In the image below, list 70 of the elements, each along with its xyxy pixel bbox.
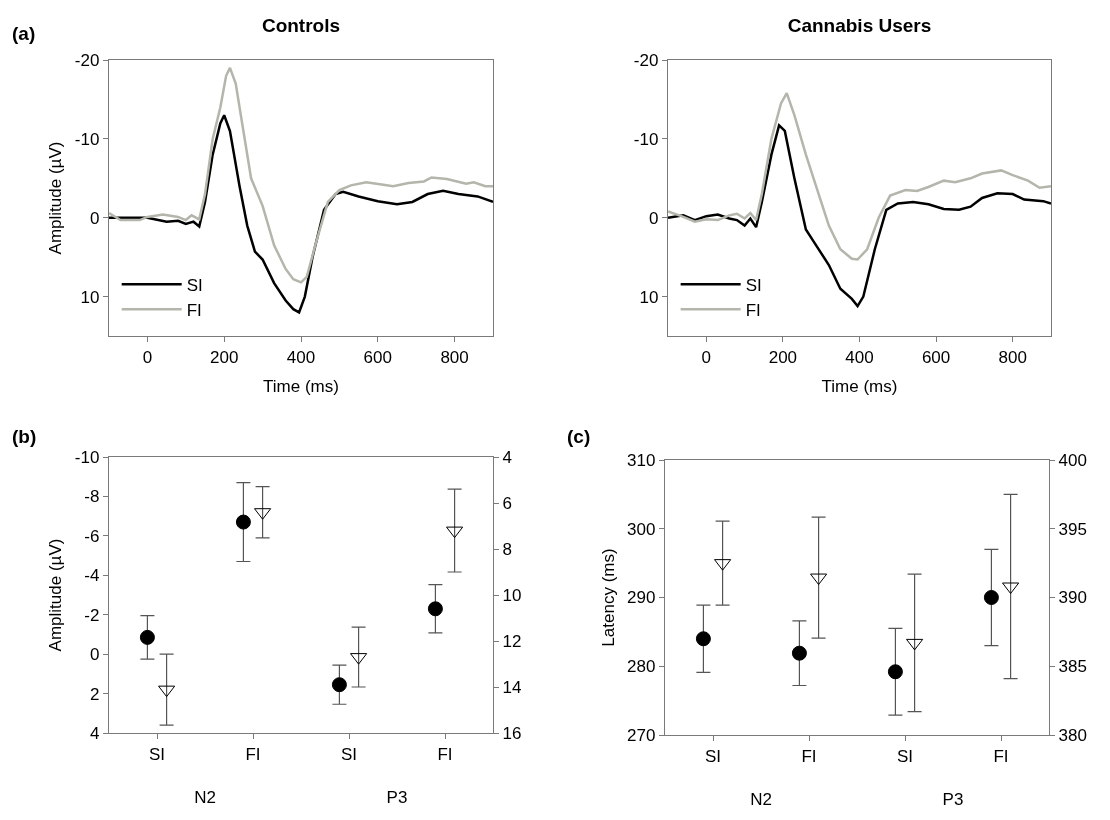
legend-label: SI xyxy=(186,275,203,295)
x-axis-title: N2 xyxy=(750,789,772,809)
x-tick-label: 200 xyxy=(210,347,239,367)
x-tick-label: FI xyxy=(245,744,261,764)
y-tick-label: 300 xyxy=(627,519,656,539)
y2-tick-label: 16 xyxy=(502,723,522,743)
y-tick-label: -4 xyxy=(84,566,100,586)
x-tick-label: 800 xyxy=(440,347,469,367)
y-axis-title: Latency (ms) xyxy=(598,548,618,647)
y-tick-label: 270 xyxy=(627,725,656,745)
y2-tick-label: 8 xyxy=(502,539,513,559)
y2-tick-label: 12 xyxy=(502,631,522,651)
y2-tick-label: 6 xyxy=(502,493,513,513)
y-tick-label: 10 xyxy=(639,287,659,307)
text: (b) xyxy=(12,426,37,447)
text: (a) xyxy=(12,23,36,44)
y-tick-label: -20 xyxy=(74,50,100,70)
x-tick-label: 400 xyxy=(286,347,316,367)
x-tick-label: 0 xyxy=(701,347,712,367)
y-tick-label: 4 xyxy=(89,723,100,743)
y-tick-label: 0 xyxy=(89,208,100,228)
legend-label: FI xyxy=(745,301,761,320)
y-tick-label: 310 xyxy=(627,450,656,470)
legend-label: FI xyxy=(186,301,202,320)
y2-tick-label: 14 xyxy=(502,677,522,697)
text: (c) xyxy=(567,426,591,447)
x-axis-title: Time (ms) xyxy=(263,376,339,396)
x-tick-label: 600 xyxy=(921,347,951,367)
y-tick-label: -2 xyxy=(84,605,100,625)
x-tick-label: FI xyxy=(993,746,1009,766)
x-axis-title: P3 xyxy=(386,787,408,807)
y-tick-label: 0 xyxy=(89,645,100,665)
y-tick-label: 10 xyxy=(80,287,100,307)
y-tick-label: 0 xyxy=(648,208,659,228)
y-tick-label: -8 xyxy=(84,487,100,507)
x-tick-label: SI xyxy=(340,744,358,764)
y-axis-title: Amplitude (µV) xyxy=(46,141,66,255)
x-axis-title: N2 xyxy=(194,787,216,807)
y2-tick-label: 4 xyxy=(502,447,513,467)
y-tick-label: -20 xyxy=(633,50,659,70)
legend-label: SI xyxy=(745,275,762,295)
x-tick-label: 800 xyxy=(998,347,1027,367)
y-tick-label: 2 xyxy=(89,684,100,704)
y-axis-title: Amplitude (µV) xyxy=(46,538,66,652)
x-axis-title: P3 xyxy=(942,789,964,809)
y2-tick-label: 390 xyxy=(1058,588,1087,608)
x-tick-label: 200 xyxy=(768,347,798,367)
y2-tick-label: 395 xyxy=(1058,519,1087,539)
y-tick-label: -10 xyxy=(633,129,659,149)
x-tick-label: 400 xyxy=(845,347,874,367)
y-tick-label: -10 xyxy=(74,447,100,467)
chart-title: Controls xyxy=(261,14,341,36)
x-tick-label: SI xyxy=(896,746,914,766)
x-tick-label: FI xyxy=(437,744,453,764)
y2-tick-label: 400 xyxy=(1058,450,1087,470)
x-tick-label: FI xyxy=(801,746,817,766)
y2-tick-label: 385 xyxy=(1058,657,1087,677)
y2-tick-label: 10 xyxy=(502,585,522,605)
x-axis-title: Time (ms) xyxy=(821,376,898,396)
y-tick-label: 290 xyxy=(627,588,656,608)
x-tick-label: 600 xyxy=(363,347,392,367)
y-tick-label: -10 xyxy=(74,129,100,149)
y-tick-label: 280 xyxy=(627,657,656,677)
chart-title: Cannabis Users xyxy=(787,14,932,36)
x-tick-label: SI xyxy=(704,746,722,766)
y-tick-label: -6 xyxy=(84,526,100,546)
x-tick-label: SI xyxy=(148,744,166,764)
line-series xyxy=(668,91,1051,261)
x-tick-label: 0 xyxy=(142,347,153,367)
y2-tick-label: 380 xyxy=(1058,725,1087,745)
